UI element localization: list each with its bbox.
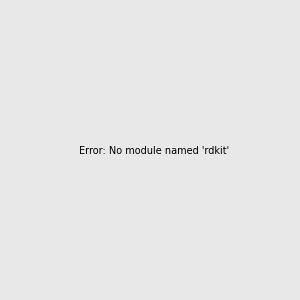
Text: Error: No module named 'rdkit': Error: No module named 'rdkit' bbox=[79, 146, 229, 157]
